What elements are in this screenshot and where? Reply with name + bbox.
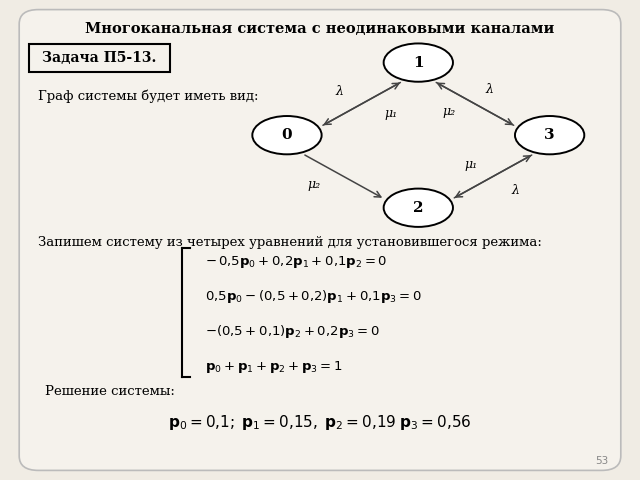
Text: $-(0{,}5+0{,}1)\mathbf{p}_{2}+0{,}2\mathbf{p}_{3}=0$: $-(0{,}5+0{,}1)\mathbf{p}_{2}+0{,}2\math… (205, 323, 380, 340)
Circle shape (383, 189, 453, 227)
Text: λ: λ (336, 85, 344, 98)
Text: μ₁: μ₁ (465, 158, 477, 171)
Text: λ: λ (486, 83, 493, 96)
Text: μ₁: μ₁ (384, 108, 397, 120)
Circle shape (383, 44, 453, 82)
Circle shape (252, 116, 322, 155)
Text: $\mathbf{p}_{0}+\mathbf{p}_{1}+\mathbf{p}_{2}+\mathbf{p}_{3}=1$: $\mathbf{p}_{0}+\mathbf{p}_{1}+\mathbf{p… (205, 359, 342, 375)
Text: 3: 3 (544, 128, 555, 142)
FancyBboxPatch shape (19, 10, 621, 470)
Text: $-\,0{,}5\mathbf{p}_{0}+0{,}2\mathbf{p}_{1}+0{,}1\mathbf{p}_{2}=0$: $-\,0{,}5\mathbf{p}_{0}+0{,}2\mathbf{p}_… (205, 253, 387, 270)
Circle shape (515, 116, 584, 155)
Text: $0{,}5\mathbf{p}_{0}-(0{,}5+0{,}2)\mathbf{p}_{1}+0{,}1\mathbf{p}_{3}=0$: $0{,}5\mathbf{p}_{0}-(0{,}5+0{,}2)\mathb… (205, 288, 422, 305)
Text: 0: 0 (282, 128, 292, 142)
Text: $\mathbf{p}_{0}=0{,}1;\;\mathbf{p}_{1}=0{,}15,\;\mathbf{p}_{2}=0{,}19\;\mathbf{p: $\mathbf{p}_{0}=0{,}1;\;\mathbf{p}_{1}=0… (168, 413, 472, 432)
Text: Решение системы:: Решение системы: (45, 384, 175, 398)
Text: 1: 1 (413, 56, 424, 70)
Text: 53: 53 (595, 456, 608, 466)
Text: Запишем систему из четырех уравнений для установившегося режима:: Запишем систему из четырех уравнений для… (38, 236, 542, 249)
Text: 2: 2 (413, 201, 424, 215)
Text: λ: λ (511, 184, 519, 197)
Text: μ₂: μ₂ (308, 178, 321, 191)
Text: Задача П5-13.: Задача П5-13. (42, 51, 156, 65)
FancyBboxPatch shape (29, 44, 170, 72)
Text: μ₂: μ₂ (443, 106, 456, 119)
Text: Граф системы будет иметь вид:: Граф системы будет иметь вид: (38, 89, 259, 103)
Text: Многоканальная система с неодинаковыми каналами: Многоканальная система с неодинаковыми к… (85, 22, 555, 36)
